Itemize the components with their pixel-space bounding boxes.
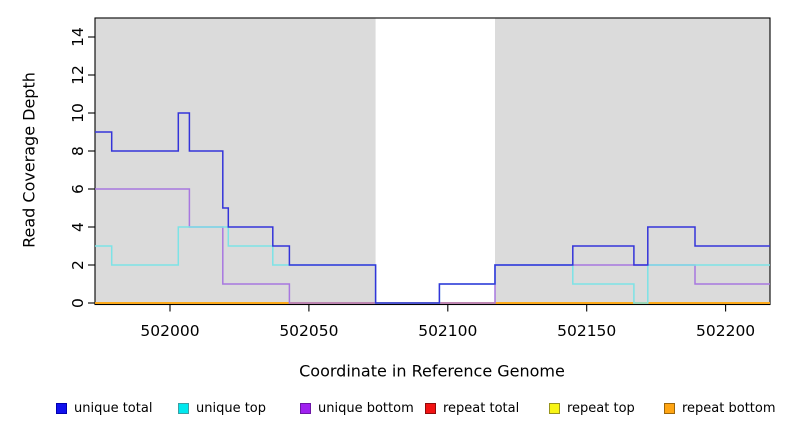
legend-label: unique total — [74, 400, 153, 416]
legend-item-unique-total: unique total — [56, 398, 152, 418]
unique-top-swatch-icon — [178, 402, 189, 414]
y-tick-label: 14 — [69, 27, 87, 47]
legend-item-unique-bottom: unique bottom — [300, 398, 414, 418]
coverage-step-plot: 502000 502050 502100 502150 502200 0 2 4 6 8 10 12 1… — [69, 17, 771, 340]
legend-item-repeat-top: repeat top — [549, 398, 635, 418]
y-tick-label: 12 — [69, 65, 87, 85]
legend-item-repeat-total: repeat total — [425, 398, 519, 418]
repeat-bottom-swatch-icon — [664, 402, 675, 414]
x-tick-label: 502200 — [696, 322, 755, 340]
unique-bottom-swatch-icon — [300, 402, 311, 414]
legend-label: unique top — [196, 400, 267, 416]
plot-box — [94, 17, 771, 306]
y-tick-label: 4 — [69, 222, 87, 232]
shaded-region — [495, 18, 770, 305]
legend-item-unique-top: unique top — [178, 398, 266, 418]
x-tick-label: 502100 — [418, 322, 477, 340]
series-unique-bottom-line — [95, 188, 770, 304]
legend-label: repeat bottom — [682, 400, 776, 416]
repeat-total-swatch-icon — [425, 402, 436, 414]
y-tick-label: 2 — [69, 260, 87, 270]
y-tick-label: 8 — [69, 146, 87, 156]
legend-label: repeat total — [443, 400, 520, 416]
repeat-top-swatch-icon — [549, 402, 560, 414]
x-tick-label: 502050 — [279, 322, 338, 340]
x-tick-label: 502000 — [140, 322, 199, 340]
y-tick-label: 0 — [69, 298, 87, 308]
y-axis-title: Read Coverage Depth — [19, 72, 39, 248]
unique-total-swatch-icon — [56, 402, 67, 414]
legend: unique total unique top unique bottom re… — [0, 398, 792, 418]
legend-label: repeat top — [567, 400, 635, 416]
x-tick-label: 502150 — [557, 322, 616, 340]
legend-item-repeat-bottom: repeat bottom — [664, 398, 776, 418]
y-tick-label: 6 — [69, 184, 87, 194]
y-tick-label: 10 — [69, 103, 87, 123]
legend-label: unique bottom — [318, 400, 414, 416]
shaded-region — [95, 18, 376, 305]
x-axis-title: Coordinate in Reference Genome — [299, 361, 565, 381]
series-unique-total-line — [95, 112, 770, 304]
